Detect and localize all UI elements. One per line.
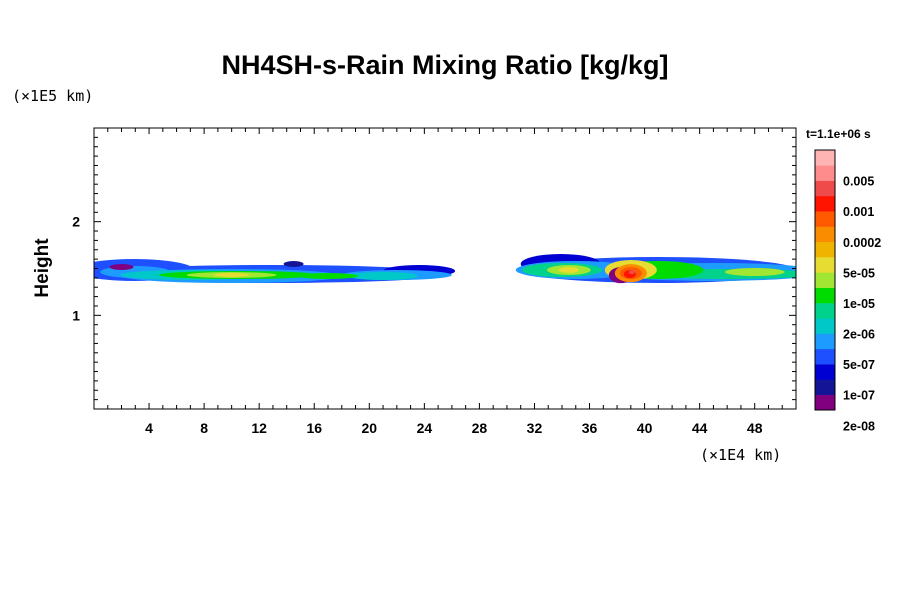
x-tick-label: 32	[527, 420, 543, 436]
colorbar-swatch	[815, 211, 835, 227]
colorbar-label: 5e-07	[843, 358, 875, 372]
x-tick-label: 20	[362, 420, 378, 436]
y-scale-label: (×1E5 km)	[12, 87, 93, 105]
x-scale-label: (×1E4 km)	[700, 446, 781, 464]
colorbar-label: 0.0002	[843, 236, 881, 250]
band-contour	[628, 270, 635, 275]
band-contour	[298, 272, 358, 279]
time-label: t=1.1e+06 s	[806, 127, 871, 141]
colorbar-swatch	[815, 257, 835, 273]
colorbar-swatch	[815, 180, 835, 197]
colorbar-swatch	[815, 348, 835, 365]
chart-title: NH4SH-s-Rain Mixing Ratio [kg/kg]	[221, 50, 668, 80]
colorbar-swatch	[815, 287, 835, 304]
rain-band-field	[94, 253, 796, 284]
y-tick-label: 2	[72, 214, 80, 230]
band-contour	[109, 263, 134, 270]
colorbar-swatch	[815, 272, 835, 288]
colorbar-label: 0.001	[843, 205, 874, 219]
colorbar-swatch	[815, 364, 835, 380]
x-tick-label: 12	[251, 420, 267, 436]
colorbar-swatch	[815, 394, 835, 411]
band-contour	[213, 272, 250, 277]
colorbar-label: 2e-08	[843, 419, 875, 433]
colorbar-swatch	[815, 195, 835, 212]
x-tick-label: 44	[692, 420, 708, 436]
colorbar-label: 5e-05	[843, 266, 875, 280]
colorbar-label: 1e-05	[843, 297, 875, 311]
colorbar-swatch	[815, 226, 835, 243]
x-tick-label: 40	[637, 420, 653, 436]
colorbar-frame	[814, 149, 836, 411]
x-tick-label: 8	[200, 420, 208, 436]
x-tick-label: 24	[417, 420, 433, 436]
colorbar-swatch	[815, 241, 835, 258]
colorbar-label: 0.005	[843, 175, 874, 189]
x-tick-label: 28	[472, 420, 488, 436]
x-tick-label: 36	[582, 420, 598, 436]
x-tick-label: 16	[306, 420, 322, 436]
colorbar-label: 1e-07	[843, 389, 875, 403]
colorbar-swatch	[815, 302, 835, 319]
colorbar-swatch	[815, 150, 835, 166]
colorbar: 0.005 0.001 0.0002 5e-05 1e-05 2e-06 5e-07 1e-0…	[814, 149, 881, 433]
colorbar-swatch	[815, 379, 835, 396]
band-contour	[724, 267, 785, 276]
y-tick-label: 1	[72, 307, 80, 323]
colorbar-swatch	[815, 318, 835, 334]
x-tick-label: 4	[145, 420, 153, 436]
band-contour	[348, 271, 419, 280]
band-contour	[283, 260, 304, 267]
colorbar-swatch	[815, 333, 835, 350]
band-contour	[558, 266, 579, 273]
x-tick-label: 48	[747, 420, 763, 436]
colorbar-swatch	[815, 165, 835, 181]
y-axis-label: Height	[32, 238, 53, 298]
colorbar-label: 2e-06	[843, 328, 875, 342]
